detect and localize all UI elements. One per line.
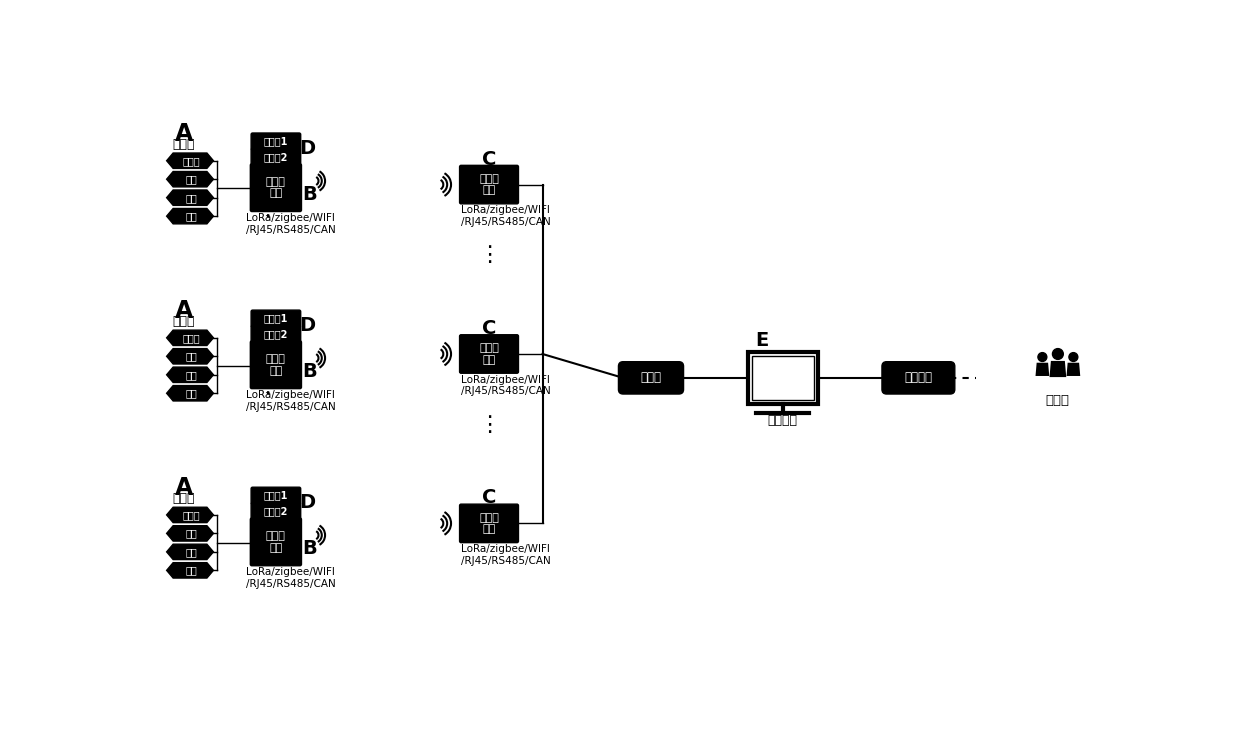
FancyBboxPatch shape xyxy=(250,503,301,520)
Text: 全网通
网关: 全网通 网关 xyxy=(479,174,498,195)
Text: ⋮: ⋮ xyxy=(257,199,279,219)
Text: 温湿度: 温湿度 xyxy=(182,156,200,166)
Text: 全网通
网关: 全网通 网关 xyxy=(479,512,498,534)
Polygon shape xyxy=(166,507,213,523)
Text: 管理员: 管理员 xyxy=(1045,394,1070,407)
Text: 洸水: 洸水 xyxy=(185,528,197,539)
Text: 继电器2: 继电器2 xyxy=(264,506,288,516)
Text: C: C xyxy=(482,488,496,508)
Text: LoRa/zigbee/WIFI
/RJ45/RS485/CAN: LoRa/zigbee/WIFI /RJ45/RS485/CAN xyxy=(246,213,336,234)
Circle shape xyxy=(1069,353,1078,362)
FancyBboxPatch shape xyxy=(250,326,301,342)
Polygon shape xyxy=(166,562,213,578)
Text: LoRa/zigbee/WIFI
/RJ45/RS485/CAN: LoRa/zigbee/WIFI /RJ45/RS485/CAN xyxy=(461,545,551,565)
Polygon shape xyxy=(166,526,213,541)
FancyBboxPatch shape xyxy=(460,504,518,542)
FancyBboxPatch shape xyxy=(250,148,301,166)
Polygon shape xyxy=(166,153,213,169)
Text: 探测器: 探测器 xyxy=(172,492,195,505)
Text: 烟感: 烟感 xyxy=(185,370,197,380)
Circle shape xyxy=(1053,348,1063,360)
Text: 管理平台: 管理平台 xyxy=(768,414,797,428)
FancyBboxPatch shape xyxy=(460,335,518,373)
Text: 短信主机: 短信主机 xyxy=(904,372,932,384)
FancyBboxPatch shape xyxy=(250,133,301,150)
Text: 门磁: 门磁 xyxy=(185,211,197,221)
Text: A: A xyxy=(175,122,192,146)
Text: 全网通
主机: 全网通 主机 xyxy=(265,354,286,375)
Polygon shape xyxy=(1049,361,1066,377)
Text: 交换机: 交换机 xyxy=(641,372,661,384)
FancyBboxPatch shape xyxy=(882,362,955,394)
FancyBboxPatch shape xyxy=(748,352,817,404)
Text: 继电器1: 继电器1 xyxy=(264,491,288,500)
Text: A: A xyxy=(175,476,192,500)
Text: LoRa/zigbee/WIFI
/RJ45/RS485/CAN: LoRa/zigbee/WIFI /RJ45/RS485/CAN xyxy=(461,374,551,396)
Text: ⋮: ⋮ xyxy=(477,246,500,265)
Text: 继电器1: 继电器1 xyxy=(264,136,288,147)
Text: 温湿度: 温湿度 xyxy=(182,333,200,343)
Text: 继电器2: 继电器2 xyxy=(264,152,288,162)
FancyBboxPatch shape xyxy=(250,518,301,565)
Text: B: B xyxy=(301,539,316,558)
Text: 探测器: 探测器 xyxy=(172,315,195,328)
FancyBboxPatch shape xyxy=(250,164,301,211)
Text: A: A xyxy=(175,300,192,324)
Text: D: D xyxy=(299,139,315,158)
Text: 温湿度: 温湿度 xyxy=(182,510,200,520)
Polygon shape xyxy=(166,545,213,560)
Text: D: D xyxy=(299,493,315,512)
Text: 继电器2: 继电器2 xyxy=(264,329,288,339)
Text: 探测器: 探测器 xyxy=(172,138,195,151)
Text: 门磁: 门磁 xyxy=(185,565,197,575)
Polygon shape xyxy=(166,190,213,205)
Text: LoRa/zigbee/WIFI
/RJ45/RS485/CAN: LoRa/zigbee/WIFI /RJ45/RS485/CAN xyxy=(246,567,336,589)
Text: 全网通
主机: 全网通 主机 xyxy=(265,177,286,198)
Polygon shape xyxy=(1035,363,1049,376)
Text: C: C xyxy=(482,319,496,338)
FancyBboxPatch shape xyxy=(751,356,813,400)
Text: ⋮: ⋮ xyxy=(477,415,500,435)
Polygon shape xyxy=(166,172,213,187)
Circle shape xyxy=(1038,353,1047,362)
FancyBboxPatch shape xyxy=(250,487,301,504)
FancyBboxPatch shape xyxy=(250,341,301,389)
Text: LoRa/zigbee/WIFI
/RJ45/RS485/CAN: LoRa/zigbee/WIFI /RJ45/RS485/CAN xyxy=(461,205,551,227)
Polygon shape xyxy=(166,386,213,401)
Text: LoRa/zigbee/WIFI
/RJ45/RS485/CAN: LoRa/zigbee/WIFI /RJ45/RS485/CAN xyxy=(246,390,336,412)
Text: 继电器1: 继电器1 xyxy=(264,314,288,324)
Polygon shape xyxy=(1066,363,1080,376)
FancyBboxPatch shape xyxy=(460,166,518,204)
Text: E: E xyxy=(755,331,769,351)
Text: 全网通
主机: 全网通 主机 xyxy=(265,531,286,553)
Text: C: C xyxy=(482,150,496,169)
Text: D: D xyxy=(299,316,315,335)
Text: 烟感: 烟感 xyxy=(185,192,197,203)
Polygon shape xyxy=(166,367,213,383)
Text: B: B xyxy=(301,185,316,204)
Text: ⋮: ⋮ xyxy=(257,376,279,396)
Polygon shape xyxy=(166,330,213,345)
Polygon shape xyxy=(166,208,213,224)
Text: 烟感: 烟感 xyxy=(185,547,197,557)
Text: B: B xyxy=(301,362,316,381)
Text: 洸水: 洸水 xyxy=(185,175,197,184)
Text: 门磁: 门磁 xyxy=(185,388,197,398)
Text: 洸水: 洸水 xyxy=(185,351,197,361)
FancyBboxPatch shape xyxy=(250,310,301,327)
FancyBboxPatch shape xyxy=(619,362,683,394)
Polygon shape xyxy=(166,348,213,364)
Text: 全网通
网关: 全网通 网关 xyxy=(479,343,498,365)
